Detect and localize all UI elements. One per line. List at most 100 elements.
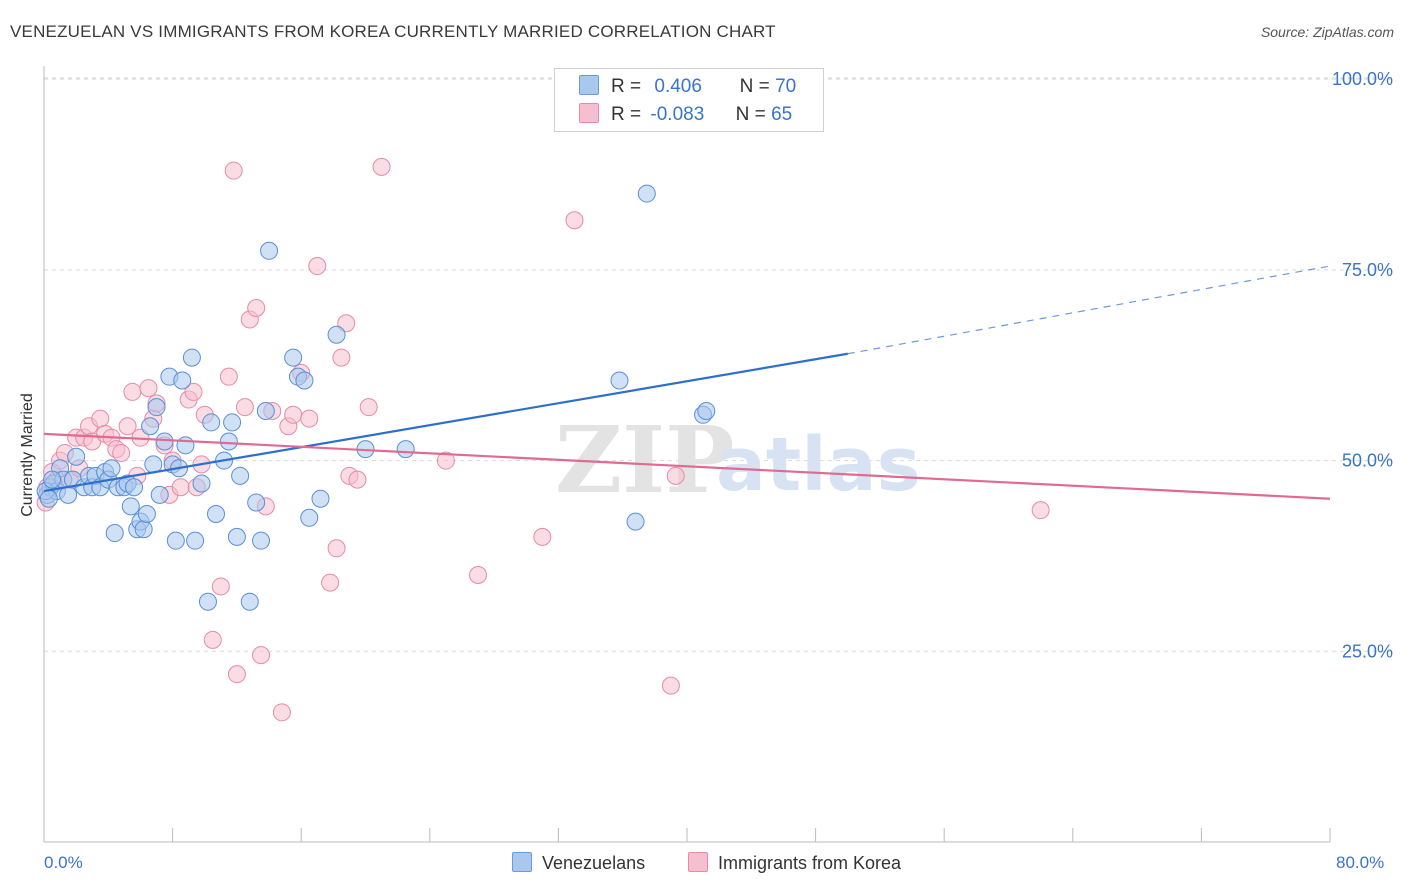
- legend-n-value: 65: [771, 104, 793, 125]
- legend-swatch-pink: [579, 103, 599, 123]
- point-venezuelans: [192, 474, 211, 493]
- y-tick-labels: 25.0% 50.0% 75.0% 100.0%: [1332, 69, 1393, 661]
- point-korea: [533, 527, 552, 546]
- point-venezuelans: [260, 241, 279, 260]
- point-korea: [247, 299, 266, 317]
- point-korea: [224, 161, 243, 180]
- point-venezuelans: [155, 432, 174, 451]
- axes: [43, 66, 1331, 843]
- legend-r-label: R =: [611, 104, 642, 125]
- point-venezuelans: [166, 531, 185, 550]
- y-tick-label: 75.0%: [1342, 260, 1393, 280]
- watermark-atlas: atlas: [716, 422, 921, 508]
- point-korea: [211, 577, 230, 596]
- point-korea: [1031, 501, 1050, 520]
- point-korea: [308, 257, 327, 276]
- point-korea: [252, 646, 271, 665]
- point-korea: [469, 566, 488, 584]
- point-korea: [359, 398, 378, 417]
- point-venezuelans: [105, 524, 124, 543]
- trendline-korea: [43, 432, 1331, 500]
- gridlines: [44, 77, 1392, 652]
- point-venezuelans: [295, 371, 314, 390]
- y-tick-label: 50.0%: [1342, 451, 1393, 471]
- point-korea: [300, 409, 319, 428]
- point-venezuelans: [697, 401, 716, 420]
- point-venezuelans: [247, 493, 266, 512]
- bottom-legend-korea: Immigrants from Korea: [688, 852, 901, 874]
- point-korea: [348, 470, 367, 489]
- y-tick-label: 25.0%: [1342, 641, 1393, 661]
- bottom-legend-venezuelans: Venezuelans: [512, 852, 645, 874]
- legend-row-korea: R = -0.083 N = 65: [579, 103, 792, 126]
- bottom-legend-label: Venezuelans: [542, 853, 646, 873]
- legend-n-value: 70: [775, 76, 797, 97]
- point-venezuelans: [121, 497, 140, 516]
- point-korea: [436, 451, 455, 470]
- y-axis-label: Currently Married: [19, 393, 36, 517]
- point-venezuelans: [207, 504, 226, 523]
- point-korea: [112, 443, 131, 462]
- point-venezuelans: [300, 508, 319, 527]
- point-korea: [118, 417, 137, 436]
- point-korea: [184, 382, 203, 401]
- point-venezuelans: [125, 478, 144, 497]
- bottom-legend-swatch-blue: [512, 852, 532, 872]
- y-tick-label: 100.0%: [1332, 69, 1393, 89]
- point-korea: [372, 157, 391, 176]
- point-venezuelans: [252, 531, 271, 550]
- point-korea: [123, 382, 142, 401]
- point-venezuelans: [67, 447, 86, 466]
- point-korea: [91, 409, 110, 428]
- point-korea: [284, 405, 303, 424]
- point-venezuelans: [202, 413, 221, 432]
- point-korea: [666, 466, 685, 485]
- point-venezuelans: [39, 489, 58, 508]
- point-korea: [203, 630, 222, 649]
- legend-r-label: R =: [611, 76, 642, 97]
- point-korea: [321, 573, 340, 592]
- point-venezuelans: [186, 531, 205, 550]
- point-venezuelans: [637, 184, 656, 203]
- trendlines: [43, 265, 1331, 500]
- legend-n-label: N =: [739, 76, 770, 97]
- point-venezuelans: [256, 401, 275, 420]
- bottom-legend-swatch-pink: [688, 852, 708, 872]
- point-korea: [235, 398, 254, 417]
- point-venezuelans: [223, 413, 242, 432]
- point-venezuelans: [147, 398, 166, 417]
- point-venezuelans: [231, 466, 250, 485]
- point-korea: [327, 539, 346, 558]
- point-venezuelans: [173, 371, 192, 390]
- point-venezuelans: [327, 325, 346, 344]
- point-korea: [272, 703, 291, 722]
- stats-legend: R = 0.406 N = 70 R = -0.083 N = 65: [554, 68, 824, 132]
- chart-title: VENEZUELAN VS IMMIGRANTS FROM KOREA CURR…: [10, 22, 776, 41]
- point-venezuelans: [284, 348, 303, 367]
- point-venezuelans: [43, 470, 62, 489]
- point-venezuelans: [626, 512, 645, 531]
- point-venezuelans: [610, 371, 629, 390]
- point-venezuelans: [176, 436, 195, 455]
- trendline-venezuelans: [43, 352, 848, 493]
- point-korea: [661, 676, 680, 695]
- point-venezuelans: [240, 592, 259, 611]
- point-venezuelans: [227, 527, 246, 546]
- x-tick-label-min: 0.0%: [44, 853, 83, 872]
- source-note: Source: ZipAtlas.com: [1260, 24, 1394, 40]
- point-venezuelans: [137, 504, 156, 523]
- legend-swatch-blue: [579, 75, 599, 95]
- legend-row-venezuelans: R = 0.406 N = 70: [579, 75, 796, 98]
- point-korea: [332, 348, 351, 367]
- watermark-zip: ZIP: [555, 406, 734, 514]
- point-korea: [219, 367, 238, 386]
- point-venezuelans: [150, 485, 169, 504]
- bottom-legend-label: Immigrants from Korea: [718, 853, 902, 873]
- point-venezuelans: [134, 520, 153, 539]
- point-venezuelans: [219, 432, 238, 451]
- x-tick-label-max: 80.0%: [1336, 853, 1385, 872]
- point-korea: [139, 379, 158, 398]
- legend-r-value: -0.083: [650, 104, 705, 125]
